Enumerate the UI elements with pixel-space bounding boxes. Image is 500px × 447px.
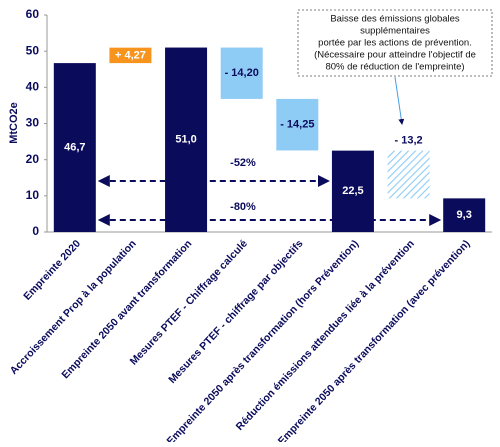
bar xyxy=(387,150,430,199)
y-tick-label: 30 xyxy=(26,116,40,130)
bar xyxy=(53,63,96,232)
callout-box xyxy=(297,9,493,77)
callout-text: (Nécessaire pour atteindre l'objectif de xyxy=(314,50,476,61)
value-label: - 13,2 xyxy=(394,135,422,147)
value-label: - 14,20 xyxy=(225,67,259,79)
callout-text: Baisse des émissions globales xyxy=(330,14,460,25)
y-tick-label: 60 xyxy=(26,7,40,21)
x-tick-label: Mesures PTEF - Chiffrage calculé xyxy=(128,238,250,368)
y-tick-label: 0 xyxy=(32,224,39,238)
annotation: -52% xyxy=(230,157,256,169)
callout-text: supplémentaires xyxy=(360,26,430,37)
value-label: - 14,25 xyxy=(280,119,314,131)
annotation: -80% xyxy=(230,201,256,213)
value-label: + 4,27 xyxy=(115,49,146,61)
x-tick-label: Empreinte 2050 après transformation (hor… xyxy=(165,238,362,442)
value-label: 51,0 xyxy=(175,134,196,146)
value-label: 22,5 xyxy=(342,185,363,197)
y-tick-label: 20 xyxy=(26,152,40,166)
y-axis-label: MtCO2e xyxy=(8,102,20,144)
callout-text: portée par les actions de prévention. xyxy=(318,38,472,49)
value-label: 9,3 xyxy=(457,209,472,221)
callout-pointer xyxy=(394,76,405,125)
value-label: 46,7 xyxy=(64,141,85,153)
bar xyxy=(220,47,263,99)
x-tick-label: Accroissement Prop à la population xyxy=(8,238,139,377)
bar xyxy=(276,98,319,151)
x-tick-label: Empreinte 2020 xyxy=(21,238,83,303)
x-tick-label: Empreinte 2050 après transformation (ave… xyxy=(276,238,473,442)
y-tick-label: 50 xyxy=(26,43,40,57)
bar xyxy=(443,198,486,232)
y-tick-label: 40 xyxy=(26,80,40,94)
callout-text: 80% de réduction de l'empreinte) xyxy=(325,62,464,73)
y-tick-label: 10 xyxy=(26,188,40,202)
bar xyxy=(165,47,208,232)
bar xyxy=(109,47,152,64)
